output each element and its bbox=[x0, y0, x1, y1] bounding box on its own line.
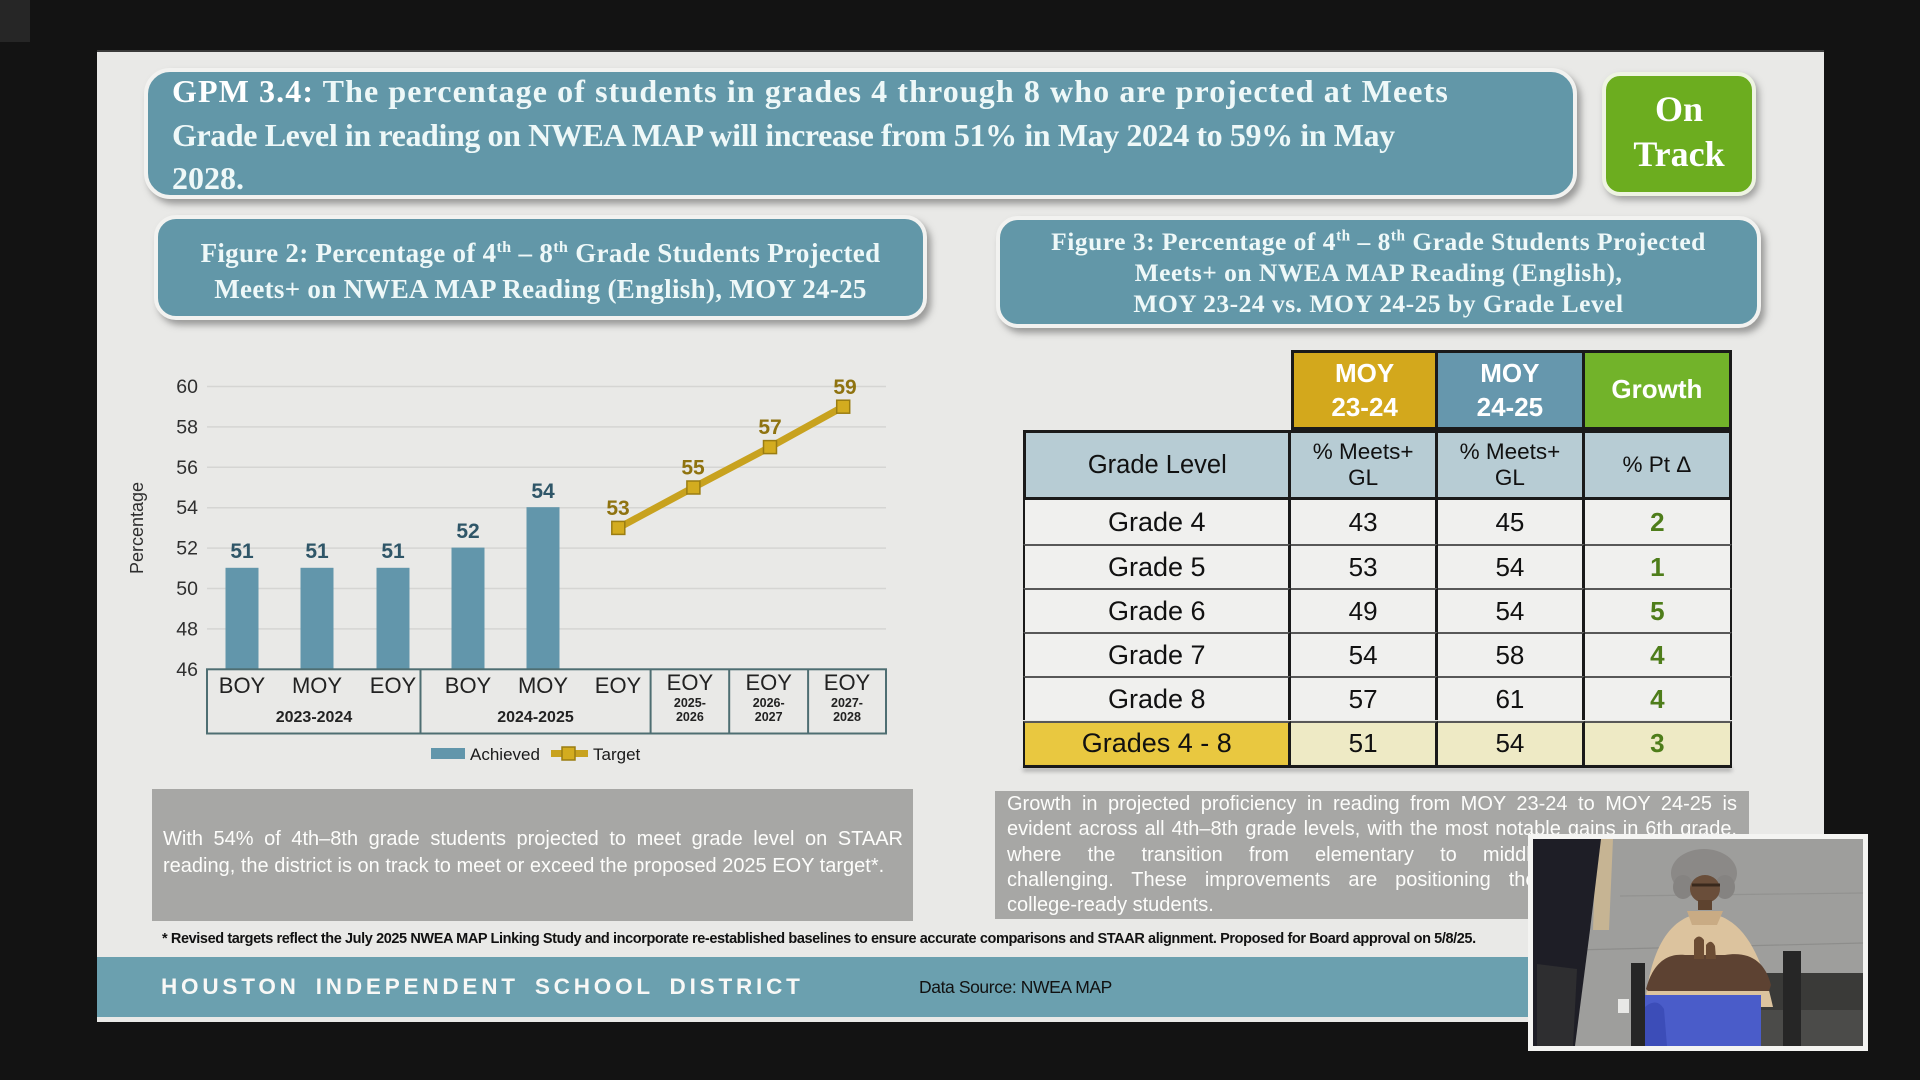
svg-text:2023-2024: 2023-2024 bbox=[276, 709, 353, 726]
svg-text:EOY: EOY bbox=[824, 670, 871, 695]
svg-text:56: 56 bbox=[176, 457, 198, 479]
svg-text:EOY: EOY bbox=[595, 673, 642, 698]
svg-text:46: 46 bbox=[176, 659, 198, 681]
svg-text:55: 55 bbox=[681, 457, 705, 480]
svg-text:Achieved: Achieved bbox=[470, 745, 540, 764]
svg-text:2025-: 2025- bbox=[674, 696, 706, 710]
svg-text:57: 57 bbox=[758, 416, 781, 439]
svg-text:58: 58 bbox=[176, 416, 198, 438]
svg-text:51: 51 bbox=[305, 540, 329, 563]
svg-text:51: 51 bbox=[230, 540, 254, 563]
svg-text:Percentage: Percentage bbox=[127, 482, 147, 574]
svg-text:EOY: EOY bbox=[370, 673, 417, 698]
svg-text:51: 51 bbox=[381, 540, 405, 563]
svg-text:BOY: BOY bbox=[219, 673, 266, 698]
svg-text:2026-: 2026- bbox=[753, 696, 785, 710]
svg-text:MOY: MOY bbox=[518, 673, 568, 698]
svg-text:MOY: MOY bbox=[292, 673, 342, 698]
svg-text:50: 50 bbox=[176, 578, 198, 600]
svg-text:2027-: 2027- bbox=[831, 696, 863, 710]
svg-text:60: 60 bbox=[176, 376, 198, 398]
svg-text:52: 52 bbox=[456, 520, 479, 543]
svg-text:59: 59 bbox=[833, 376, 856, 399]
svg-text:2028: 2028 bbox=[833, 710, 861, 724]
svg-text:EOY: EOY bbox=[667, 670, 714, 695]
svg-text:2026: 2026 bbox=[676, 710, 704, 724]
svg-text:EOY: EOY bbox=[745, 670, 792, 695]
svg-text:BOY: BOY bbox=[445, 673, 492, 698]
svg-text:Target: Target bbox=[593, 745, 641, 764]
svg-text:2024-2025: 2024-2025 bbox=[497, 709, 574, 726]
svg-text:54: 54 bbox=[176, 497, 198, 519]
svg-text:54: 54 bbox=[531, 480, 555, 503]
svg-text:2027: 2027 bbox=[755, 710, 783, 724]
svg-text:48: 48 bbox=[176, 618, 198, 640]
svg-text:53: 53 bbox=[606, 497, 629, 520]
svg-text:52: 52 bbox=[176, 538, 198, 560]
